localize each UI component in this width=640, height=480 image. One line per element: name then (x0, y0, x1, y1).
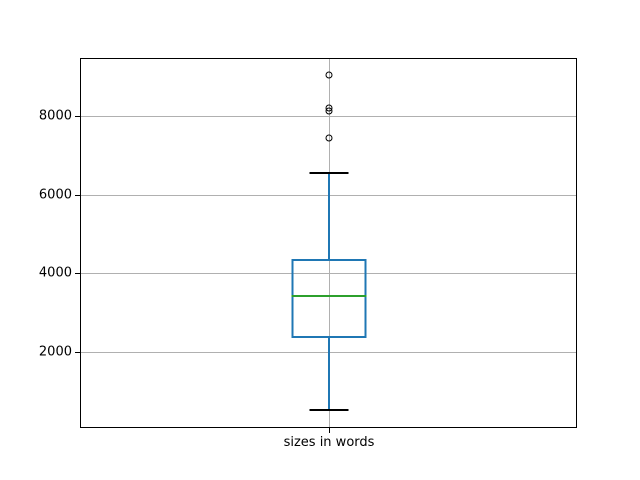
whisker-upper-line (328, 173, 330, 259)
box-iqr (291, 258, 367, 338)
y-tick-mark (75, 115, 80, 117)
y-tick-mark (75, 273, 80, 275)
y-tick-label: 8000 (38, 108, 72, 124)
x-tick-label: sizes in words (283, 435, 375, 450)
flier-point (325, 134, 333, 142)
whisker-lower-line (328, 337, 330, 410)
x-tick-mark (328, 428, 330, 433)
flier-point (325, 71, 333, 79)
y-tick-label: 2000 (38, 344, 72, 360)
y-tick-mark (75, 352, 80, 354)
flier-point (325, 104, 333, 112)
y-tick-label: 6000 (38, 187, 72, 202)
plot-area: 2000 4000 6000 8000 sizes in words (39, 58, 577, 449)
median-line (291, 295, 367, 298)
whisker-cap-upper (309, 172, 349, 175)
y-tick-label: 4000 (38, 265, 72, 281)
whisker-cap-lower (309, 408, 349, 411)
y-tick-mark (75, 194, 80, 196)
